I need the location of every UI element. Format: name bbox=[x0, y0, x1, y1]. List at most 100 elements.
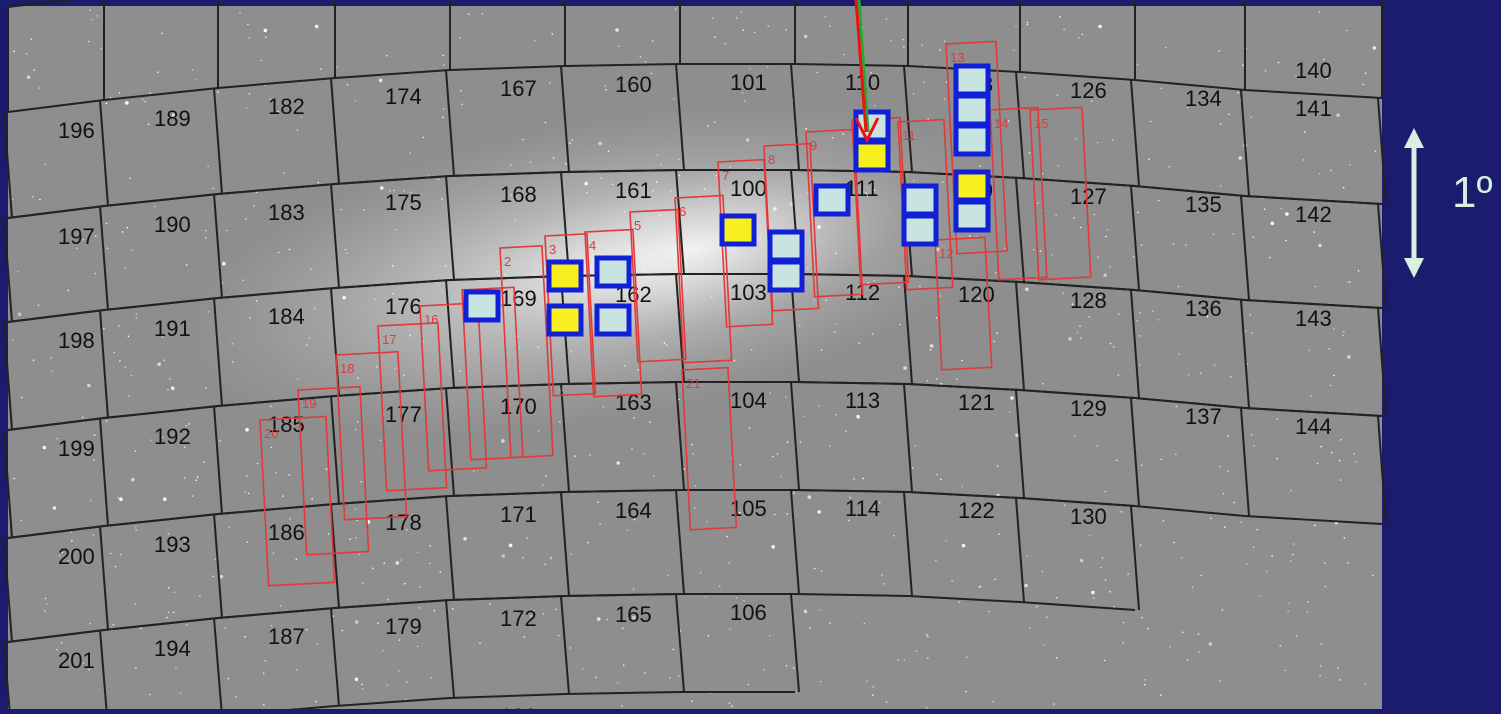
field-label-177: 177 bbox=[385, 402, 422, 427]
field-marker bbox=[901, 213, 939, 247]
svg-text:12: 12 bbox=[939, 246, 953, 261]
field-marker bbox=[853, 139, 891, 173]
field-label-179: 179 bbox=[385, 614, 422, 639]
field-label-189: 189 bbox=[154, 106, 191, 131]
field-label-103: 103 bbox=[730, 280, 767, 305]
field-label-200: 200 bbox=[58, 544, 95, 569]
svg-text:9: 9 bbox=[810, 138, 817, 153]
strip-20: 20 bbox=[259, 415, 336, 587]
field-label-126: 126 bbox=[1070, 78, 1107, 103]
field-label-114: 114 bbox=[845, 496, 880, 521]
field-label-176: 176 bbox=[385, 294, 422, 319]
field-marker bbox=[546, 303, 584, 337]
field-label-170: 170 bbox=[500, 394, 537, 419]
svg-text:19: 19 bbox=[302, 396, 316, 411]
field-marker bbox=[953, 199, 991, 233]
field-label-196: 196 bbox=[58, 118, 95, 143]
scale-label: 1º bbox=[1452, 168, 1493, 217]
field-label-120: 120 bbox=[958, 282, 995, 307]
field-label-142: 142 bbox=[1295, 202, 1332, 227]
strip-14: 14 bbox=[989, 106, 1048, 281]
field-label-106: 106 bbox=[730, 600, 767, 625]
field-label-137: 137 bbox=[1185, 404, 1222, 429]
svg-text:3: 3 bbox=[549, 242, 556, 257]
field-label-100: 100 bbox=[730, 176, 767, 201]
field-marker bbox=[546, 259, 584, 293]
field-label-178: 178 bbox=[385, 510, 422, 535]
svg-text:20: 20 bbox=[264, 426, 278, 441]
strip-18: 18 bbox=[335, 350, 408, 521]
field-label-171: 171 bbox=[500, 502, 537, 527]
field-label-161: 161 bbox=[615, 178, 652, 203]
strip-9: 9 bbox=[805, 128, 864, 298]
field-label-135: 135 bbox=[1185, 192, 1222, 217]
field-marker bbox=[767, 229, 805, 263]
field-label-183: 183 bbox=[268, 200, 305, 225]
svg-text:18: 18 bbox=[340, 361, 354, 376]
field-marker bbox=[463, 289, 501, 323]
field-marker bbox=[594, 255, 632, 289]
field-label-136: 136 bbox=[1185, 296, 1222, 321]
strip-6: 6 bbox=[674, 194, 733, 364]
svg-text:5: 5 bbox=[634, 218, 641, 233]
field-label-144: 144 bbox=[1295, 414, 1332, 439]
field-label-143: 143 bbox=[1295, 306, 1332, 331]
field-label-193: 193 bbox=[154, 532, 191, 557]
field-label-191: 191 bbox=[154, 316, 191, 341]
field-label-197: 197 bbox=[58, 224, 95, 249]
field-label-174: 174 bbox=[385, 84, 422, 109]
field-marker bbox=[953, 63, 991, 97]
field-label-199: 199 bbox=[58, 436, 95, 461]
field-label-140: 140 bbox=[1295, 58, 1332, 83]
field-label-192: 192 bbox=[154, 424, 191, 449]
field-label-167: 167 bbox=[500, 76, 537, 101]
field-marker bbox=[953, 169, 991, 203]
field-label-141: 141 bbox=[1295, 96, 1332, 121]
svg-text:2: 2 bbox=[504, 254, 511, 269]
field-marker bbox=[719, 213, 757, 247]
field-label-134: 134 bbox=[1185, 86, 1222, 111]
field-label-168: 168 bbox=[500, 182, 537, 207]
field-label-163: 163 bbox=[615, 390, 652, 415]
field-marker bbox=[813, 183, 851, 217]
field-label-127: 127 bbox=[1070, 184, 1107, 209]
svg-text:6: 6 bbox=[679, 204, 686, 219]
field-marker bbox=[901, 183, 939, 217]
svg-text:11: 11 bbox=[902, 128, 916, 143]
field-label-201: 201 bbox=[58, 648, 95, 673]
strip-8: 8 bbox=[763, 142, 820, 312]
field-label-198: 198 bbox=[58, 328, 95, 353]
arrow-down-icon bbox=[854, 0, 880, 144]
field-label-130: 130 bbox=[1070, 504, 1107, 529]
double-arrow-icon bbox=[1404, 128, 1424, 278]
svg-text:16: 16 bbox=[424, 312, 438, 327]
field-label-164: 164 bbox=[615, 498, 652, 523]
field-label-104: 104 bbox=[730, 388, 767, 413]
strip-2: 2 bbox=[499, 244, 554, 459]
svg-text:14: 14 bbox=[994, 116, 1008, 131]
field-labels: 1961891821741671601011101181261341411971… bbox=[58, 58, 1332, 714]
field-label-186: 186 bbox=[268, 520, 305, 545]
svg-text:13: 13 bbox=[950, 50, 964, 65]
field-marker bbox=[953, 93, 991, 127]
strip-15: 15 bbox=[1029, 106, 1092, 281]
svg-text:21: 21 bbox=[686, 376, 700, 391]
field-label-122: 122 bbox=[958, 498, 995, 523]
strip-21: 21 bbox=[681, 366, 738, 531]
strip-16: 16 bbox=[419, 302, 488, 472]
field-label-172: 172 bbox=[500, 606, 537, 631]
field-label-111: 111 bbox=[845, 176, 878, 201]
field-markers bbox=[463, 63, 991, 337]
field-label-121: 121 bbox=[958, 390, 995, 415]
field-label-160: 160 bbox=[615, 72, 652, 97]
field-label-175: 175 bbox=[385, 190, 422, 215]
strip-12: 12 bbox=[934, 236, 993, 371]
field-label-165: 165 bbox=[615, 602, 652, 627]
strip-17: 17 bbox=[377, 322, 448, 492]
svg-text:15: 15 bbox=[1034, 116, 1048, 131]
svg-text:8: 8 bbox=[768, 152, 775, 167]
field-marker bbox=[594, 303, 632, 337]
field-label-113: 113 bbox=[845, 388, 880, 413]
